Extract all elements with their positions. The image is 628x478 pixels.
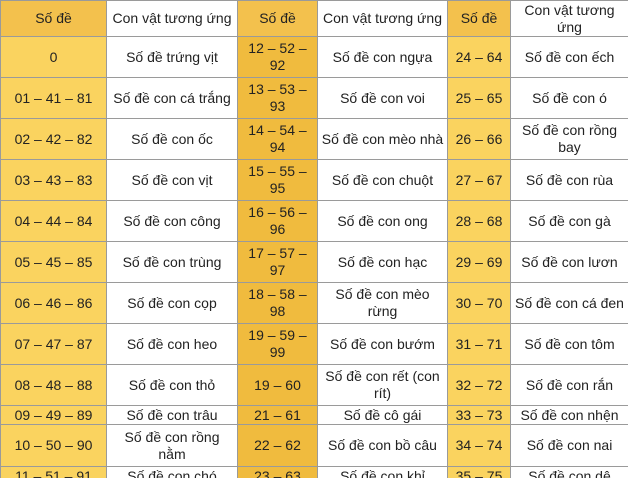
animal-cell: Số đề con heo [106, 323, 238, 365]
number-cell: 07 – 47 – 87 [0, 323, 107, 365]
number-cell: 03 – 43 – 83 [0, 159, 107, 201]
animal-cell: Số đề con mèo rừng [317, 282, 448, 324]
table-row: 04 – 44 – 84 Số đề con công 16 – 56 – 96 Số… [0, 200, 628, 242]
animal-cell: Số đề con chuột [317, 159, 448, 201]
number-cell: 33 – 73 [447, 405, 511, 425]
animal-cell: Số đề con rắn [510, 364, 628, 406]
header-cell: Con vật tương ứng [510, 0, 628, 37]
animal-cell: Số đề con rết (con rít) [317, 364, 448, 406]
animal-cell: Số đề con khỉ [317, 466, 448, 478]
number-cell: 24 – 64 [447, 36, 511, 78]
number-cell: 04 – 44 – 84 [0, 200, 107, 242]
animal-cell: Số đề con ngựa [317, 36, 448, 78]
table-row: 11 – 51 – 91 Số đề con chó 23 – 63 Số đề co… [0, 466, 628, 478]
animal-cell: Số đề con nhện [510, 405, 628, 425]
animal-cell: Số đề con cá đen [510, 282, 628, 324]
animal-cell: Số đề con rùa [510, 159, 628, 201]
table-row: 03 – 43 – 83 Số đề con vịt 15 – 55 – 95 Số … [0, 159, 628, 201]
number-cell: 32 – 72 [447, 364, 511, 406]
animal-cell: Số đề con chó [106, 466, 238, 478]
animal-cell: Số đề con cọp [106, 282, 238, 324]
table-row: 07 – 47 – 87 Số đề con heo 19 – 59 – 99 Số … [0, 323, 628, 365]
animal-cell: Số đề con trâu [106, 405, 238, 425]
animal-cell: Số đề con ó [510, 77, 628, 119]
number-cell: 10 – 50 – 90 [0, 424, 107, 467]
number-cell: 23 – 63 [237, 466, 318, 478]
number-cell: 29 – 69 [447, 241, 511, 283]
animal-cell: Số đề con mèo nhà [317, 118, 448, 160]
animal-cell: Số đề con lươn [510, 241, 628, 283]
header-cell: Con vật tương ứng [106, 0, 238, 37]
table-row: 02 – 42 – 82 Số đề con ốc 14 – 54 – 94 Số đ… [0, 118, 628, 160]
animal-cell: Số đề con ốc [106, 118, 238, 160]
table-row: 05 – 45 – 85 Số đề con trùng 17 – 57 – 97 S… [0, 241, 628, 283]
number-cell: 35 – 75 [447, 466, 511, 478]
number-cell: 16 – 56 – 96 [237, 200, 318, 242]
animal-cell: Số đề trứng vịt [106, 36, 238, 78]
animal-cell: Số đề con rồng nằm [106, 424, 238, 467]
animal-cell: Số đề con bồ câu [317, 424, 448, 467]
number-cell: 11 – 51 – 91 [0, 466, 107, 478]
number-cell: 08 – 48 – 88 [0, 364, 107, 406]
number-cell: 09 – 49 – 89 [0, 405, 107, 425]
animal-cell: Số đề con bướm [317, 323, 448, 365]
number-cell: 28 – 68 [447, 200, 511, 242]
animal-cell: Số đề con hạc [317, 241, 448, 283]
number-cell: 0 [0, 36, 107, 78]
header-cell: Số đề [237, 0, 318, 37]
header-row: Số đề Con vật tương ứng Số đề Con vật tương… [0, 0, 628, 37]
number-cell: 13 – 53 – 93 [237, 77, 318, 119]
animal-cell: Số đề con voi [317, 77, 448, 119]
animal-cell: Số đề con nai [510, 424, 628, 467]
animal-cell: Số đề con ếch [510, 36, 628, 78]
number-cell: 01 – 41 – 81 [0, 77, 107, 119]
number-cell: 34 – 74 [447, 424, 511, 467]
number-cell: 21 – 61 [237, 405, 318, 425]
header-cell: Số đề [447, 0, 511, 37]
number-cell: 17 – 57 – 97 [237, 241, 318, 283]
table-row: 0 Số đề trứng vịt 12 – 52 – 92 Số đề con ng… [0, 36, 628, 78]
number-cell: 14 – 54 – 94 [237, 118, 318, 160]
number-cell: 26 – 66 [447, 118, 511, 160]
header-cell: Con vật tương ứng [317, 0, 448, 37]
number-cell: 12 – 52 – 92 [237, 36, 318, 78]
number-cell: 15 – 55 – 95 [237, 159, 318, 201]
table-row: 06 – 46 – 86 Số đề con cọp 18 – 58 – 98 Số … [0, 282, 628, 324]
table-row: 08 – 48 – 88 Số đề con thỏ 19 – 60 Số đề co… [0, 364, 628, 406]
animal-cell: Số đề cô gái [317, 405, 448, 425]
number-cell: 27 – 67 [447, 159, 511, 201]
table-row: 01 – 41 – 81 Số đề con cá trắng 13 – 53 – … [0, 77, 628, 119]
animal-cell: Số đề con công [106, 200, 238, 242]
number-cell: 25 – 65 [447, 77, 511, 119]
number-cell: 19 – 59 – 99 [237, 323, 318, 365]
animal-cell: Số đề con dê [510, 466, 628, 478]
animal-cell: Số đề con cá trắng [106, 77, 238, 119]
header-cell: Số đề [0, 0, 107, 37]
table-row: 10 – 50 – 90 Số đề con rồng nằm 22 – 62 Số … [0, 424, 628, 467]
number-cell: 19 – 60 [237, 364, 318, 406]
animal-cell: Số đề con gà [510, 200, 628, 242]
animal-cell: Số đề con rồng bay [510, 118, 628, 160]
number-cell: 02 – 42 – 82 [0, 118, 107, 160]
number-cell: 05 – 45 – 85 [0, 241, 107, 283]
number-cell: 06 – 46 – 86 [0, 282, 107, 324]
table-row: 09 – 49 – 89 Số đề con trâu 21 – 61 Số đề c… [0, 405, 628, 425]
number-cell: 18 – 58 – 98 [237, 282, 318, 324]
animal-cell: Số đề con ong [317, 200, 448, 242]
animal-cell: Số đề con trùng [106, 241, 238, 283]
number-cell: 31 – 71 [447, 323, 511, 365]
number-cell: 30 – 70 [447, 282, 511, 324]
number-cell: 22 – 62 [237, 424, 318, 467]
animal-cell: Số đề con tôm [510, 323, 628, 365]
animal-cell: Số đề con thỏ [106, 364, 238, 406]
animal-cell: Số đề con vịt [106, 159, 238, 201]
